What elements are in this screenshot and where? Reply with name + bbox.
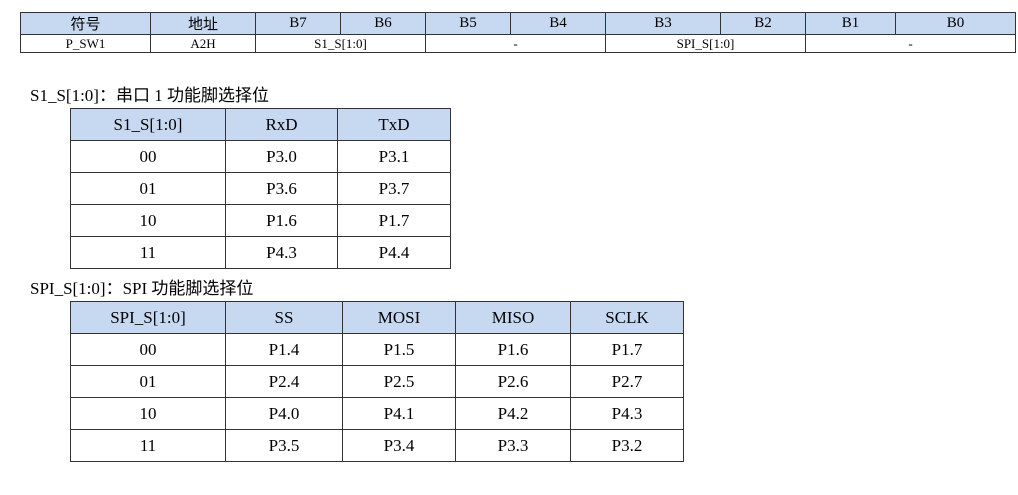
cell: 00 (70, 140, 226, 173)
cell: P1.7 (570, 333, 684, 366)
row: 00 P3.0 P3.1 (70, 140, 451, 173)
header-cell: B3 (605, 12, 721, 35)
cell: 10 (70, 204, 226, 237)
row: 01 P2.4 P2.5 P2.6 P2.7 (70, 365, 684, 398)
header-cell: RxD (225, 108, 338, 141)
row: 00 P1.4 P1.5 P1.6 P1.7 (70, 333, 684, 366)
mapping-table: S1_S[1:0] RxD TxD 00 P3.0 P3.1 01 P3.6 P3.7 10 P1.… (70, 108, 451, 269)
cell: P1.6 (225, 204, 338, 237)
cell: P2.6 (455, 365, 571, 398)
header-cell: B5 (425, 12, 511, 35)
header-cell: MOSI (342, 301, 456, 334)
header-cell: 符号 (20, 12, 151, 35)
cell: P2.7 (570, 365, 684, 398)
cell: P4.3 (225, 236, 338, 269)
cell: P3.1 (337, 140, 451, 173)
cell: P3.6 (225, 172, 338, 205)
cell: P4.1 (342, 397, 456, 430)
cell: 01 (70, 365, 226, 398)
header-cell: 地址 (150, 12, 256, 35)
header-cell: B7 (255, 12, 341, 35)
header-row: 符号 地址 B7 B6 B5 B4 B3 B2 B1 B0 (20, 12, 1016, 35)
cell: P3.7 (337, 172, 451, 205)
cell: 10 (70, 397, 226, 430)
cell: P_SW1 (20, 34, 151, 53)
cell: P3.0 (225, 140, 338, 173)
row: 10 P4.0 P4.1 P4.2 P4.3 (70, 397, 684, 430)
header-row: S1_S[1:0] RxD TxD (70, 108, 451, 141)
data-row: P_SW1 A2H S1_S[1:0] - SPI_S[1:0] - (20, 34, 1016, 53)
header-cell: SPI_S[1:0] (70, 301, 226, 334)
cell: P4.3 (570, 397, 684, 430)
header-cell: TxD (337, 108, 451, 141)
section-label: S1_S[1:0]：串口 1 功能脚选择位 (30, 86, 269, 105)
row: 11 P4.3 P4.4 (70, 236, 451, 269)
cell: - (425, 34, 606, 53)
cell: P1.4 (225, 333, 343, 366)
header-cell: S1_S[1:0] (70, 108, 226, 141)
header-cell: SS (225, 301, 343, 334)
cell: - (805, 34, 1016, 53)
cell: P3.5 (225, 429, 343, 462)
cell: 01 (70, 172, 226, 205)
cell: P1.6 (455, 333, 571, 366)
cell: P4.4 (337, 236, 451, 269)
cell: P1.5 (342, 333, 456, 366)
cell: A2H (150, 34, 256, 53)
header-cell: B6 (340, 12, 426, 35)
row: 10 P1.6 P1.7 (70, 204, 451, 237)
cell: P3.4 (342, 429, 456, 462)
cell: P2.5 (342, 365, 456, 398)
header-cell: B2 (720, 12, 806, 35)
cell: P4.0 (225, 397, 343, 430)
cell: P3.3 (455, 429, 571, 462)
cell: P1.7 (337, 204, 451, 237)
header-cell: B4 (510, 12, 606, 35)
cell: P2.4 (225, 365, 343, 398)
row: 01 P3.6 P3.7 (70, 172, 451, 205)
cell: SPI_S[1:0] (605, 34, 806, 53)
cell: S1_S[1:0] (255, 34, 426, 53)
header-cell: B1 (805, 12, 896, 35)
cell: 00 (70, 333, 226, 366)
cell: 11 (70, 429, 226, 462)
header-cell: MISO (455, 301, 571, 334)
mapping-table: SPI_S[1:0] SS MOSI MISO SCLK 00 P1.4 P1.5 P1.6 P1… (70, 301, 684, 462)
section-label: SPI_S[1:0]：SPI 功能脚选择位 (30, 279, 254, 298)
cell: P3.2 (570, 429, 684, 462)
header-cell: B0 (895, 12, 1016, 35)
cell: P4.2 (455, 397, 571, 430)
register-table: 符号 地址 B7 B6 B5 B4 B3 B2 B1 B0 P_SW1 A2H S1_S[1:0] - SP… (20, 12, 1016, 53)
cell: 11 (70, 236, 226, 269)
header-cell: SCLK (570, 301, 684, 334)
header-row: SPI_S[1:0] SS MOSI MISO SCLK (70, 301, 684, 334)
row: 11 P3.5 P3.4 P3.3 P3.2 (70, 429, 684, 462)
